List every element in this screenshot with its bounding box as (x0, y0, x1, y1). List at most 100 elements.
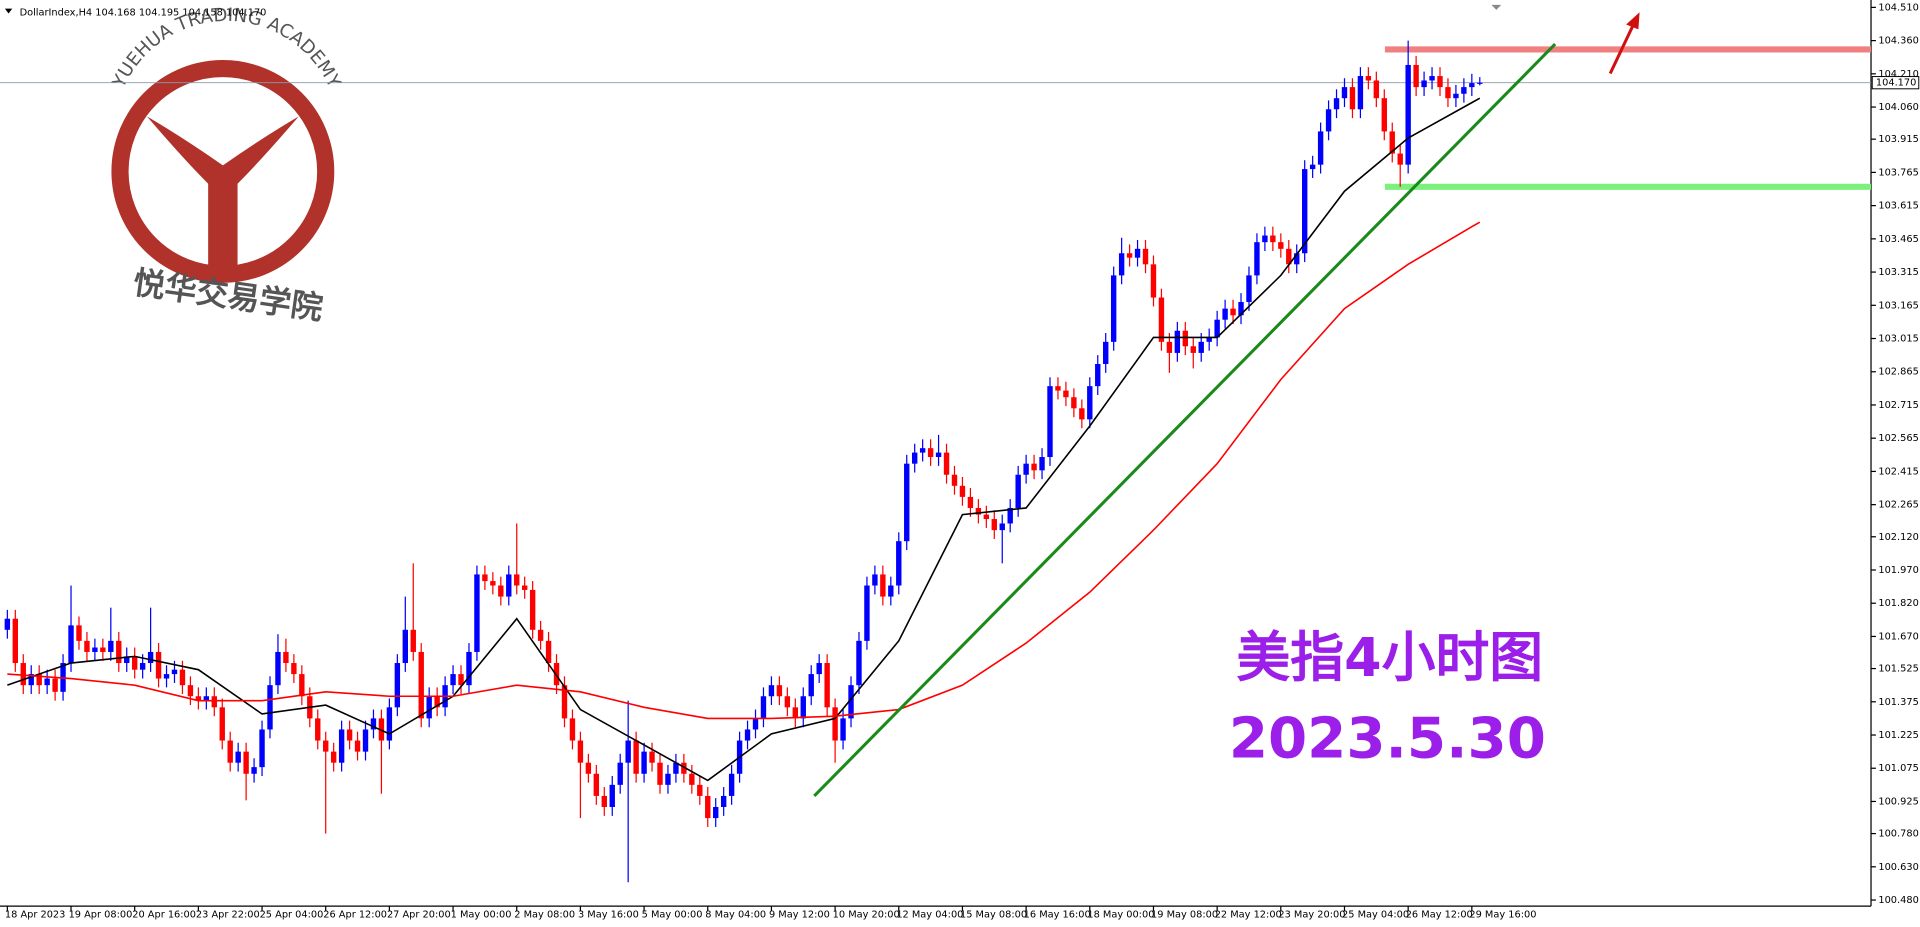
candle-body (490, 581, 496, 586)
candle-body (625, 740, 631, 763)
candle-body (752, 718, 759, 730)
candle-body (1071, 397, 1077, 409)
candle-body (935, 452, 942, 458)
x-tick-label: 20 Apr 16:00 (132, 910, 196, 921)
candle-body (1238, 301, 1244, 316)
y-tick-label: 102.120 (1878, 532, 1918, 543)
x-tick-label: 16 May 16:00 (1024, 910, 1091, 921)
x-tick-label: 8 May 04:00 (705, 910, 766, 921)
candle-body (370, 718, 377, 730)
candle-body (1477, 82, 1483, 84)
candle-body (776, 685, 783, 697)
candle-body (705, 795, 711, 819)
candle-body (919, 448, 926, 453)
candle-body (1365, 76, 1372, 81)
candle-body (657, 762, 663, 785)
x-tick-label: 26 May 12:00 (1406, 910, 1473, 921)
candle-body (1341, 87, 1348, 99)
candle-body (904, 463, 910, 542)
candle-body (856, 640, 862, 686)
candle-body (1246, 275, 1252, 302)
candle-body (943, 452, 950, 475)
arrow-head (1626, 12, 1640, 30)
candle-body (338, 729, 345, 763)
y-tick-label: 101.970 (1878, 565, 1918, 576)
candle-body (1230, 308, 1236, 316)
candle-body (1142, 248, 1149, 265)
y-tick-label: 103.015 (1878, 334, 1918, 345)
candle-body (975, 507, 982, 515)
candle-body (1055, 386, 1061, 391)
candle-body (12, 618, 18, 664)
candle-body (848, 685, 854, 719)
candle-body (609, 784, 615, 807)
candle-body (1349, 87, 1356, 110)
candle-body (760, 696, 767, 719)
y-tick-label: 104.210 (1878, 69, 1918, 80)
candle-body (1063, 390, 1069, 398)
y-tick-label: 103.915 (1878, 134, 1918, 145)
candle-body (498, 585, 504, 597)
candle-body (235, 751, 241, 763)
candle-body (362, 729, 369, 752)
candle-body (1015, 474, 1021, 508)
candle-body (1110, 275, 1117, 342)
y-tick-label: 104.360 (1878, 36, 1918, 47)
overlay-date: 2023.5.30 (1229, 707, 1546, 772)
candle-body (1134, 248, 1141, 258)
candle-body (681, 762, 687, 774)
candle-body (1389, 131, 1395, 154)
moving-average-line (7, 97, 1481, 782)
x-tick-label: 22 May 12:00 (1215, 910, 1282, 921)
candle-body (28, 674, 34, 686)
candle-body (697, 784, 703, 796)
candle-body (537, 629, 544, 641)
candle-body (291, 663, 297, 675)
x-tick-label: 25 Apr 04:00 (260, 910, 324, 921)
candle-body (458, 674, 464, 686)
candle-body (1039, 457, 1045, 471)
candle-body (1278, 242, 1284, 249)
candle-body (1317, 131, 1324, 165)
y-tick-label: 101.525 (1878, 664, 1918, 675)
candle-body (713, 806, 719, 819)
candle-body (840, 718, 846, 741)
candle-body (1182, 330, 1188, 347)
y-tick-label: 103.315 (1878, 267, 1918, 278)
candle-body (1023, 463, 1029, 475)
candle-body (1294, 253, 1300, 265)
x-tick-label: 26 Apr 12:00 (323, 910, 387, 921)
candle-body (768, 685, 775, 697)
candle-body (394, 663, 401, 708)
candle-body (179, 669, 186, 686)
candle-body (1357, 76, 1364, 110)
x-tick-label: 9 May 12:00 (769, 910, 830, 921)
candle-body (1302, 169, 1308, 254)
candle-body (1373, 80, 1380, 99)
candle-body (1469, 83, 1475, 88)
candle-body (1381, 98, 1387, 132)
candle-body (522, 585, 528, 590)
candle-body (275, 651, 281, 686)
candle-body (346, 729, 353, 741)
candle-body (76, 625, 82, 641)
candle-body (720, 795, 727, 807)
candle-body (108, 640, 114, 652)
candle-body (1103, 341, 1109, 364)
y-tick-label: 100.480 (1878, 895, 1918, 906)
candle-body (1270, 235, 1276, 243)
candle-body (951, 474, 958, 486)
candle-body (267, 685, 273, 730)
candle-body (506, 574, 512, 597)
candle-body (1262, 235, 1268, 243)
candle-body (482, 574, 488, 582)
candle-body (474, 574, 480, 652)
candle-body (100, 647, 106, 652)
candle-body (1190, 346, 1196, 353)
candle-body (601, 795, 607, 807)
candle-body (1405, 64, 1411, 165)
candle-body (529, 589, 536, 630)
candle-body (1158, 297, 1165, 342)
candle-body (577, 740, 584, 763)
candle-body (354, 740, 361, 752)
